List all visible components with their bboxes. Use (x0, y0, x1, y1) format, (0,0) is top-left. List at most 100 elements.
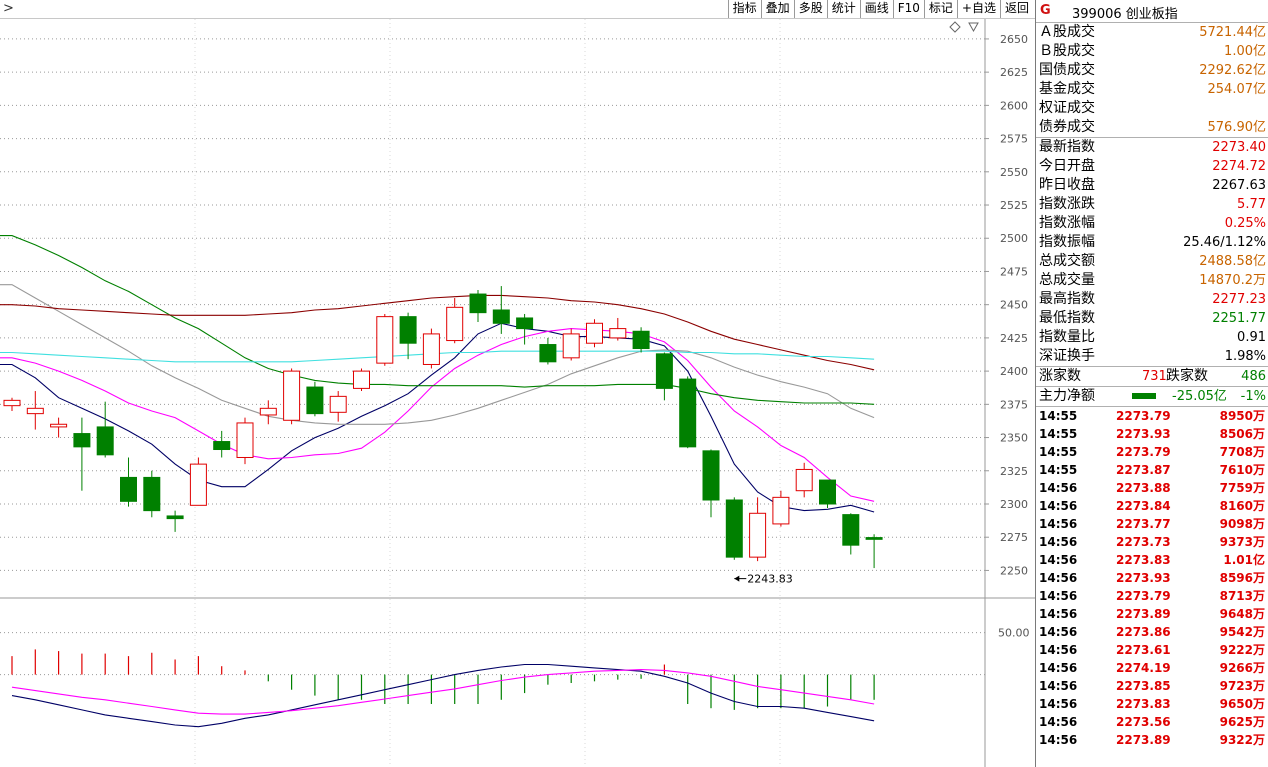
dif-line (11, 663, 875, 728)
low-arrow-icon (734, 575, 740, 582)
tick-price: 2273.89 (1116, 607, 1171, 621)
netflow-pct: -1% (1240, 389, 1266, 404)
candle-body (586, 322, 603, 344)
tick-volume: 9266万 (1219, 661, 1265, 675)
moving-average-line (0, 322, 875, 513)
netflow-value: -25.05亿 (1172, 389, 1227, 404)
moving-average-line (0, 294, 875, 371)
toolbar-buttons: 指标 叠加 多股 统计 画线 F10 标记 +自选 返回 (727, 0, 1033, 18)
index-code: 399006 (1072, 7, 1122, 22)
candle-body (26, 407, 44, 415)
candle-body (446, 306, 464, 342)
toolbar-button[interactable]: F10 (892, 0, 924, 18)
tick-volume: 9222万 (1219, 643, 1265, 657)
tick-volume: 7610万 (1219, 463, 1265, 477)
price-axis-label: 2625 (1000, 66, 1028, 79)
tick-row: 14:56 2273.83 1.01亿 (1036, 551, 1268, 569)
quote-label: 总成交量 (1039, 272, 1095, 288)
tick-volume: 9373万 (1219, 535, 1265, 549)
tick-price: 2273.86 (1116, 625, 1171, 639)
tick-price: 2273.79 (1116, 589, 1171, 603)
tick-time: 14:56 (1039, 679, 1078, 693)
index-name: 创业板指 (1125, 7, 1178, 22)
tick-time: 14:56 (1039, 517, 1078, 531)
candle-body (795, 468, 813, 492)
toolbar-button[interactable]: 统计 (826, 0, 860, 18)
tick-price: 2273.73 (1116, 535, 1171, 549)
tick-volume: 8713万 (1219, 589, 1265, 603)
tick-row: 14:56 2273.56 9625万 (1036, 713, 1268, 731)
quote-label: 最高指数 (1039, 291, 1095, 307)
toolbar-button[interactable]: 指标 (727, 0, 761, 18)
candle-body (143, 476, 161, 512)
triangle-icon (968, 22, 979, 33)
toolbar-button[interactable]: +自选 (956, 0, 1000, 18)
quote-value: 1.00亿 (1224, 44, 1266, 59)
index-stats-section: 最新指数 2273.40 今日开盘 2274.72 昨日收盘 2267.63 指数涨跌 5.7… (1036, 138, 1268, 367)
quote-row: 权证成交 (1036, 99, 1268, 118)
quote-label: 深证换手 (1039, 348, 1095, 364)
toolbar-button[interactable]: 标记 (923, 0, 957, 18)
tick-time: 14:56 (1039, 733, 1078, 747)
toolbar-button[interactable]: 叠加 (760, 0, 794, 18)
tick-price: 2273.87 (1116, 463, 1171, 477)
netflow-label: 主力净额 (1039, 388, 1095, 404)
netflow-row: 主力净额 -25.05亿 -1% (1036, 387, 1268, 407)
tick-price: 2273.79 (1116, 409, 1171, 423)
expand-arrow-icon[interactable]: > (3, 1, 14, 16)
tick-time: 14:55 (1039, 445, 1078, 459)
tick-list[interactable]: 14:55 2273.79 8950万 14:55 2273.93 8506万 14:55 2… (1036, 407, 1268, 749)
tick-row: 14:56 2273.85 9723万 (1036, 677, 1268, 695)
tick-row: 14:56 2274.19 9266万 (1036, 659, 1268, 677)
tick-price: 2273.88 (1116, 481, 1171, 495)
candle-body (189, 463, 207, 506)
tick-price: 2273.93 (1116, 571, 1171, 585)
tick-row: 14:56 2273.89 9648万 (1036, 605, 1268, 623)
candle-body (819, 479, 836, 505)
quote-value: 5721.44亿 (1199, 25, 1266, 40)
tick-time: 14:55 (1039, 427, 1078, 441)
candle-body (422, 333, 440, 365)
price-axis-label: 2350 (1000, 432, 1028, 445)
candle-body (632, 330, 650, 350)
quote-row: 今日开盘 2274.72 (1036, 157, 1268, 176)
kline-chart[interactable]: 2250 2275 2300 2325 2350 2375 2400 2425 2450 2475… (0, 19, 1035, 767)
candle-body (166, 515, 184, 520)
tick-time: 14:55 (1039, 409, 1078, 423)
quote-panel: G 399006 创业板指 Ａ股成交 5721.44亿 Ｂ股成交 1.00亿 国债成交 2… (1035, 0, 1268, 767)
candle-body (329, 395, 347, 413)
quote-row: Ｂ股成交 1.00亿 (1036, 42, 1268, 61)
candle-body (236, 422, 254, 458)
tick-volume: 9098万 (1219, 517, 1265, 531)
price-axis-label: 2300 (1000, 498, 1028, 511)
quote-row: 总成交量 14870.2万 (1036, 271, 1268, 290)
candle-body (259, 407, 277, 416)
moving-average-line (0, 328, 875, 502)
price-axis-label: 2425 (1000, 332, 1028, 345)
quote-header: G 399006 创业板指 (1036, 0, 1268, 23)
tick-price: 2273.61 (1116, 643, 1171, 657)
quote-row: 国债成交 2292.62亿 (1036, 61, 1268, 80)
quote-row: 深证换手 1.98% (1036, 347, 1268, 366)
quote-row: 指数振幅 25.46/1.12% (1036, 233, 1268, 252)
quote-label: 昨日收盘 (1039, 177, 1095, 193)
tick-price: 2274.19 (1116, 661, 1171, 675)
breadth-row: 涨家数 731 跌家数 486 (1036, 367, 1268, 387)
tick-time: 14:56 (1039, 499, 1078, 513)
toolbar-button[interactable]: 返回 (999, 0, 1033, 18)
tick-row: 14:55 2273.87 7610万 (1036, 461, 1268, 479)
price-axis-label: 2600 (1000, 99, 1028, 112)
candle-body (702, 450, 720, 501)
price-axis-label: 2475 (1000, 265, 1028, 278)
candle-body (679, 378, 697, 448)
price-axis-label: 2500 (1000, 232, 1028, 245)
tick-price: 2273.83 (1116, 553, 1171, 567)
toolbar-button[interactable]: 多股 (793, 0, 827, 18)
quote-value: 2267.63 (1212, 178, 1266, 193)
toolbar-button[interactable]: 画线 (859, 0, 893, 18)
chart-toolbar: > 指标 叠加 多股 统计 画线 F10 标记 +自选 返回 (0, 0, 1035, 19)
candle-body (772, 496, 790, 525)
quote-label: 总成交额 (1039, 253, 1095, 269)
price-axis-label: 2375 (1000, 398, 1028, 411)
quote-label: 指数振幅 (1039, 234, 1095, 250)
